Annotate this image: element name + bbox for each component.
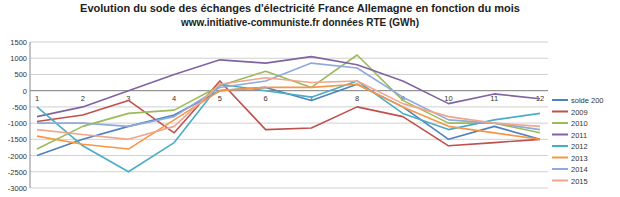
series-line: [37, 57, 540, 117]
legend-swatch: [552, 145, 568, 147]
legend-label: 2010: [571, 119, 588, 128]
legend-label: 2015: [571, 177, 588, 186]
grid-line: [30, 188, 548, 189]
grid-line: [30, 90, 548, 91]
y-tick-label: -2500: [8, 168, 27, 177]
series-line: [37, 81, 540, 146]
y-tick-label: 500: [14, 70, 27, 79]
legend-swatch: [552, 134, 568, 136]
grid-line: [30, 74, 548, 75]
legend-label: 2014: [571, 165, 588, 174]
x-tick-label: 7: [309, 94, 313, 103]
x-tick-label: 8: [355, 94, 359, 103]
y-axis: [30, 42, 31, 188]
legend-swatch: [552, 111, 568, 113]
series-group: [37, 55, 540, 172]
legend-swatch: [552, 168, 568, 170]
grid-line: [30, 155, 548, 156]
x-tick-label: 6: [264, 94, 268, 103]
subtitle: www.initiative-communiste.fr données RTE…: [180, 17, 419, 28]
legend-label: 2009: [571, 108, 588, 117]
legend-label: 2012: [571, 142, 588, 151]
x-tick-label: 1: [35, 94, 39, 103]
grid-line: [30, 42, 548, 43]
legend-swatch: [552, 180, 568, 182]
series-line: [37, 81, 540, 172]
legend-label: 2013: [571, 154, 588, 163]
y-tick-label: -1500: [8, 135, 27, 144]
y-tick-label: -1000: [8, 119, 27, 128]
x-axis: [30, 90, 548, 91]
series-line: [37, 78, 540, 140]
legend-swatch: [552, 157, 568, 159]
y-tick-label: 0: [23, 87, 27, 96]
y-tick-label: -500: [12, 103, 27, 112]
y-tick-label: 1000: [10, 54, 27, 63]
legend-label: solde 200: [571, 96, 604, 105]
y-tick-label: -3000: [8, 184, 27, 193]
title: Evolution du sode des échanges d'électri…: [80, 2, 520, 14]
grid-line: [30, 58, 548, 59]
x-tick-label: 2: [81, 94, 85, 103]
grid-line: [30, 139, 548, 140]
x-tick-label: 4: [172, 94, 176, 103]
legend-label: 2011: [571, 131, 587, 140]
chart: Evolution du sode des échanges d'électri…: [0, 0, 620, 197]
legend-swatch: [552, 99, 568, 101]
x-tick-label: 5: [218, 94, 222, 103]
grid-line: [30, 171, 548, 172]
series-line: [37, 55, 540, 149]
y-tick-label: 1500: [10, 38, 27, 47]
background: [0, 0, 620, 197]
y-tick-label: -2000: [8, 152, 27, 161]
series-line: [37, 84, 540, 149]
legend-swatch: [552, 122, 568, 124]
